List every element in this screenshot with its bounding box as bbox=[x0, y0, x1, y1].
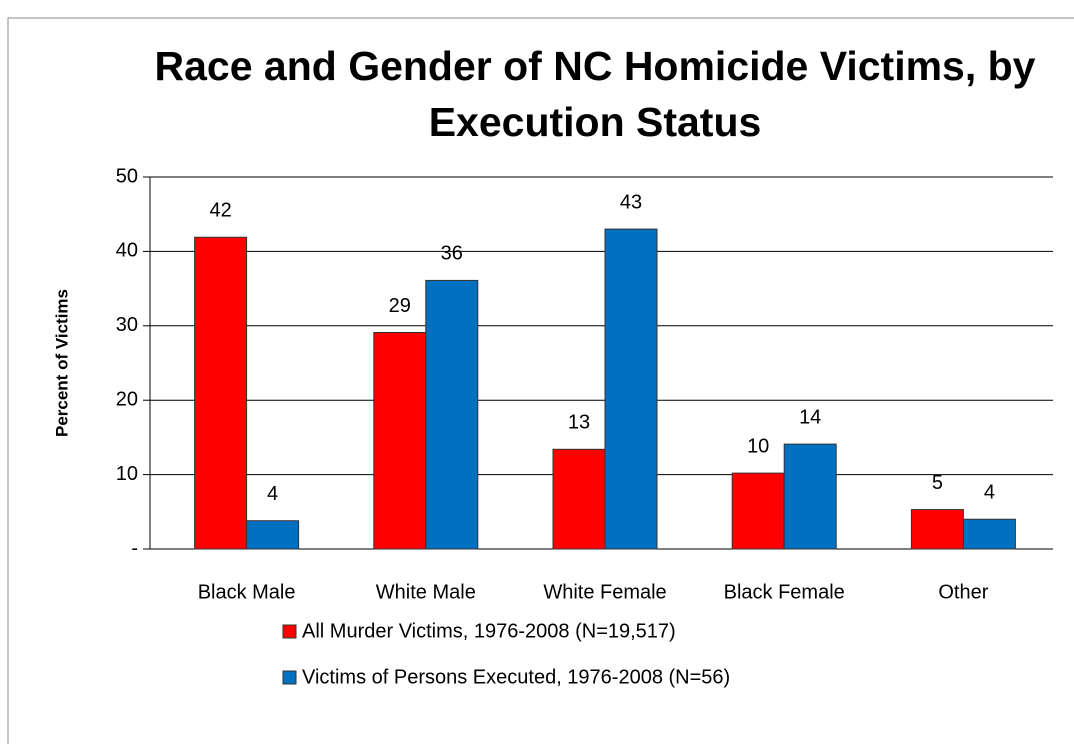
x-tick-label: White Male bbox=[376, 581, 476, 603]
bar bbox=[910, 509, 964, 550]
value-label: 43 bbox=[620, 191, 642, 213]
y-tick-label: 10 bbox=[116, 463, 138, 485]
y-tick-label: - bbox=[131, 537, 138, 559]
value-label: 13 bbox=[568, 412, 590, 434]
value-label: 36 bbox=[441, 243, 463, 265]
value-label: 5 bbox=[932, 472, 943, 494]
x-tick-label: White Female bbox=[543, 581, 666, 603]
y-tick-label: 50 bbox=[116, 165, 138, 187]
bar bbox=[783, 443, 837, 550]
value-label: 10 bbox=[747, 435, 769, 457]
y-tick-label: 30 bbox=[116, 314, 138, 336]
bar bbox=[425, 279, 479, 550]
x-tick-label: Other bbox=[938, 581, 988, 603]
bar bbox=[731, 472, 785, 550]
chart-frame bbox=[7, 17, 1074, 744]
y-tick-label: 40 bbox=[116, 240, 138, 262]
bar bbox=[194, 236, 248, 550]
legend-label: Victims of Persons Executed, 1976-2008 (… bbox=[302, 666, 730, 688]
y-tick-label: 20 bbox=[116, 388, 138, 410]
value-label: 4 bbox=[984, 482, 995, 504]
x-tick-label: Black Male bbox=[198, 581, 296, 603]
bar bbox=[246, 520, 300, 550]
value-label: 4 bbox=[267, 483, 278, 505]
legend-swatch bbox=[282, 624, 297, 639]
legend-label: All Murder Victims, 1976-2008 (N=19,517) bbox=[302, 620, 676, 642]
bar bbox=[604, 228, 658, 550]
bar bbox=[962, 518, 1016, 550]
bar bbox=[373, 331, 427, 550]
value-label: 42 bbox=[209, 200, 231, 222]
x-tick-label: Black Female bbox=[724, 581, 845, 603]
legend-swatch bbox=[282, 670, 297, 685]
chart-title: Race and Gender of NC Homicide Victims, … bbox=[154, 43, 1036, 145]
y-axis-label: Percent of Victims bbox=[52, 289, 71, 437]
value-label: 29 bbox=[389, 295, 411, 317]
value-label: 14 bbox=[799, 406, 821, 428]
bar bbox=[552, 448, 606, 550]
